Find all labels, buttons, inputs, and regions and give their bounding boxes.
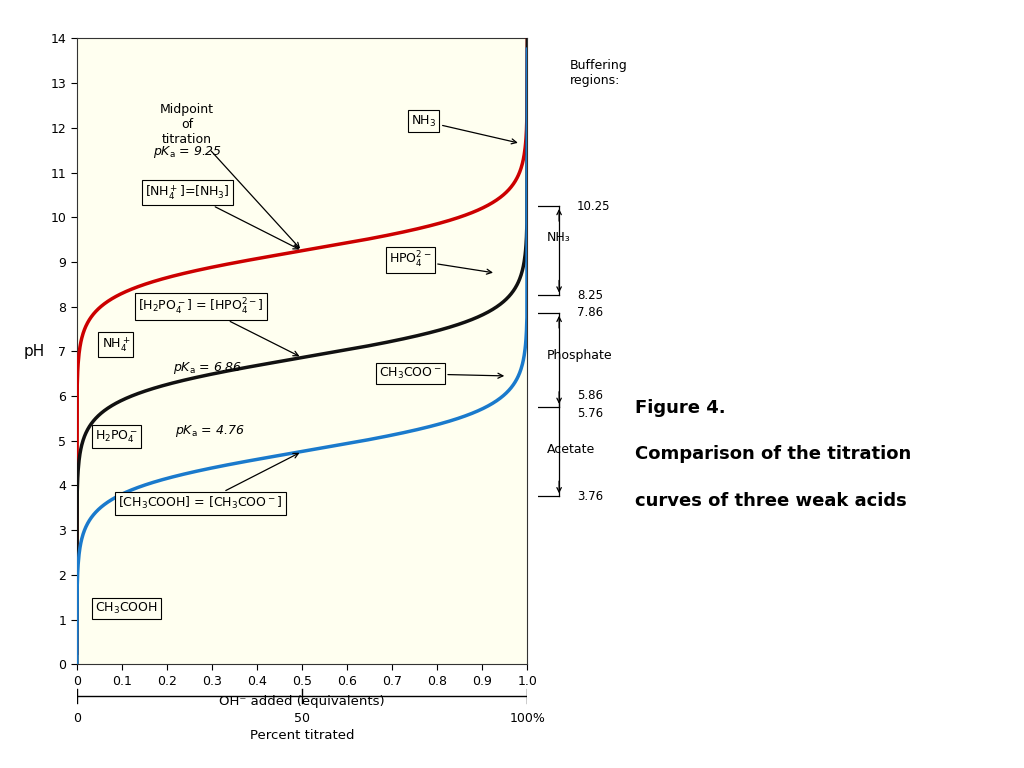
Text: [H$_2$PO$_4^-$] = [HPO$_4^{2-}$]: [H$_2$PO$_4^-$] = [HPO$_4^{2-}$]: [138, 296, 298, 356]
Text: HPO$_4^{2-}$: HPO$_4^{2-}$: [389, 250, 492, 274]
Text: curves of three weak acids: curves of three weak acids: [635, 492, 906, 509]
Text: Buffering
regions:: Buffering regions:: [569, 58, 628, 87]
Text: p$K_{\rm a}$ = 4.76: p$K_{\rm a}$ = 4.76: [175, 423, 245, 439]
Text: Percent titrated: Percent titrated: [250, 729, 354, 742]
Text: p$K_{\rm a}$ = 9.25: p$K_{\rm a}$ = 9.25: [153, 144, 222, 161]
Text: 50: 50: [294, 711, 310, 724]
Text: NH$_3$: NH$_3$: [411, 114, 516, 144]
Text: 0: 0: [73, 711, 81, 724]
Text: Figure 4.: Figure 4.: [635, 399, 726, 417]
Text: Acetate: Acetate: [547, 443, 595, 455]
Text: 100%: 100%: [509, 711, 546, 724]
Text: Midpoint
of
titration: Midpoint of titration: [160, 103, 299, 247]
Text: 7.86: 7.86: [578, 306, 603, 319]
Y-axis label: pH: pH: [24, 344, 44, 359]
Text: [CH$_3$COOH] = [CH$_3$COO$^-$]: [CH$_3$COOH] = [CH$_3$COO$^-$]: [119, 453, 298, 511]
Text: [NH$_4^+$]=[NH$_3$]: [NH$_4^+$]=[NH$_3$]: [144, 184, 298, 249]
Text: H$_2$PO$_4^-$: H$_2$PO$_4^-$: [95, 428, 138, 445]
Text: 5.86: 5.86: [578, 389, 603, 402]
Text: CH$_3$COO$^-$: CH$_3$COO$^-$: [379, 366, 503, 381]
X-axis label: OH⁻ added (equivalents): OH⁻ added (equivalents): [219, 695, 385, 707]
Text: Comparison of the titration: Comparison of the titration: [635, 445, 911, 463]
Text: NH$_4^+$: NH$_4^+$: [101, 336, 130, 354]
Text: CH$_3$COOH: CH$_3$COOH: [95, 601, 158, 616]
Text: 5.76: 5.76: [578, 407, 603, 420]
Text: p$K_{\rm a}$ = 6.86: p$K_{\rm a}$ = 6.86: [173, 360, 242, 376]
Text: Phosphate: Phosphate: [547, 349, 612, 362]
Text: 10.25: 10.25: [578, 200, 610, 213]
Text: NH₃: NH₃: [547, 231, 570, 244]
Text: 8.25: 8.25: [578, 289, 603, 302]
Text: 3.76: 3.76: [578, 490, 603, 503]
